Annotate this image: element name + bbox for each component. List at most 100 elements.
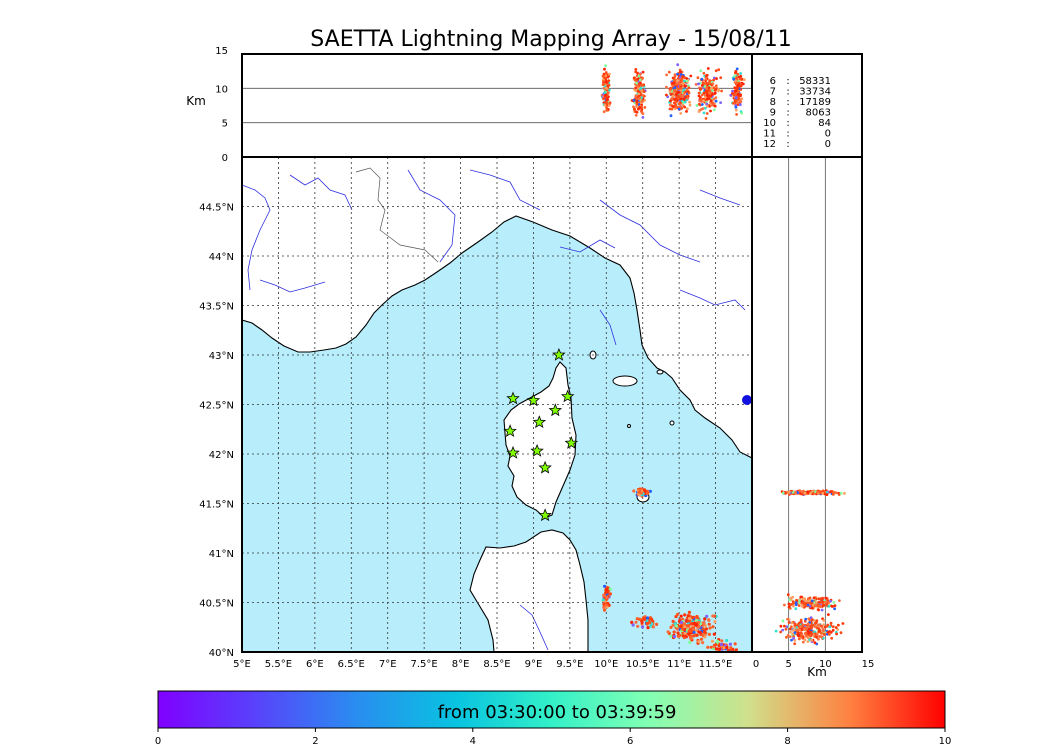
corsica-island: [503, 361, 577, 519]
colorbar-tick-label: 0: [155, 736, 161, 747]
altitude-source-point: [604, 86, 608, 90]
map-source-point: [676, 634, 680, 638]
altitude-source-point: [705, 102, 709, 106]
side-source-point: [789, 630, 792, 634]
map-source-point: [646, 491, 650, 495]
map-source-point: [703, 617, 707, 621]
altitude-source-point: [680, 103, 684, 107]
side-source-point: [823, 625, 827, 629]
side-source-point: [804, 617, 808, 621]
map-source-point: [708, 626, 712, 630]
altitude-source-point: [683, 105, 687, 109]
map-source-point: [714, 643, 718, 647]
altitude-source-point: [667, 70, 671, 74]
station-marker: [530, 443, 544, 457]
side-source-point: [790, 621, 794, 625]
altitude-source-point: [740, 97, 744, 101]
side-source-point: [814, 601, 818, 605]
altitude-source-point: [735, 101, 739, 104]
count-sep: :: [786, 118, 789, 129]
map-gridlines: [242, 157, 752, 652]
map-source-point: [730, 653, 733, 656]
map-source-point: [602, 593, 606, 598]
map-source-point: [645, 616, 650, 620]
altitude-source-point: [694, 83, 698, 86]
altitude-source-point: [704, 117, 708, 120]
chart-title: SAETTA Lightning Mapping Array - 15/08/1…: [310, 27, 791, 52]
altitude-source-point: [695, 104, 699, 107]
altitude-source-point: [736, 81, 739, 85]
side-source-point: [835, 632, 838, 636]
side-source-point: [790, 638, 793, 642]
altitude-source-point: [697, 82, 700, 86]
side-source-point: [821, 596, 824, 600]
edge-marker: [742, 395, 752, 405]
map-source-point: [649, 624, 653, 628]
altitude-source-point: [700, 93, 704, 97]
side-source-point: [821, 600, 825, 604]
map-source-point: [638, 487, 642, 491]
altitude-source-point: [603, 91, 607, 95]
station-marker: [548, 403, 563, 417]
side-source-point: [820, 625, 824, 629]
map-x-tick-label: 11°E: [667, 659, 691, 670]
side-source-point: [810, 638, 813, 642]
altitude-source-point: [731, 89, 734, 93]
side-x-tick-label: 15: [862, 659, 875, 670]
altitude-source-point: [697, 91, 701, 95]
map-x-tick-label: 10.5°E: [626, 659, 660, 670]
altitude-source-point: [710, 93, 714, 96]
altitude-source-point: [704, 106, 707, 110]
map-source-point: [694, 623, 698, 627]
side-source-point: [820, 631, 823, 635]
altitude-source-point: [713, 88, 717, 92]
count-value: 58331: [799, 76, 831, 87]
altitude-source-point: [632, 105, 635, 109]
side-source-point: [807, 636, 810, 639]
map-x-tick-label: 10°E: [594, 659, 618, 670]
side-x-tick-label: 10: [819, 659, 832, 670]
side-source-point: [829, 630, 833, 634]
map-source-point: [651, 619, 655, 623]
side-source-point: [798, 489, 802, 492]
side-source-point: [819, 597, 822, 601]
map-source-point: [639, 491, 644, 495]
altitude-source-point: [634, 68, 638, 71]
map-y-ticks: 40°N 40.5°N 41°N 41.5°N 42°N 42.5°N 43°N 43.5°N…: [199, 203, 234, 660]
side-source-point: [793, 639, 797, 642]
altitude-source-point: [698, 99, 702, 103]
altitude-source-point: [677, 95, 680, 99]
side-source-point: [792, 491, 795, 494]
altitude-source-point: [602, 97, 605, 101]
side-source-point: [814, 621, 818, 624]
altitude-source-point: [639, 72, 642, 76]
map-source-point: [603, 608, 607, 612]
altitude-source-point: [603, 67, 606, 71]
map-source-point: [697, 640, 701, 644]
time-colorbar: from 03:30:00 to 03:39:59 0 2 4 6 8 10: [155, 690, 951, 747]
altitude-source-point: [714, 99, 718, 103]
side-source-point: [794, 603, 798, 607]
colorbar-tick-label: 6: [627, 736, 633, 747]
side-source-point: [819, 605, 822, 609]
altitude-source-point: [633, 107, 636, 111]
map-source-point: [707, 632, 712, 637]
altitude-source-point: [634, 94, 638, 98]
altitude-source-point: [608, 72, 611, 76]
altitude-source-point: [606, 91, 610, 94]
altitude-source-point: [711, 82, 715, 86]
side-source-point: [781, 619, 785, 623]
altitude-source-point: [704, 89, 708, 93]
map-source-point: [689, 637, 693, 641]
altitude-source-point: [696, 76, 700, 80]
side-source-point: [836, 628, 839, 631]
altitude-source-point: [734, 70, 738, 74]
map-source-point: [635, 617, 639, 621]
side-source-point: [816, 603, 820, 606]
altitude-source-point: [705, 112, 709, 115]
altitude-source-point: [703, 85, 707, 88]
side-source-point: [831, 628, 835, 632]
side-source-point: [794, 607, 798, 611]
altitude-source-point: [669, 114, 673, 118]
map-source-point: [687, 616, 692, 621]
